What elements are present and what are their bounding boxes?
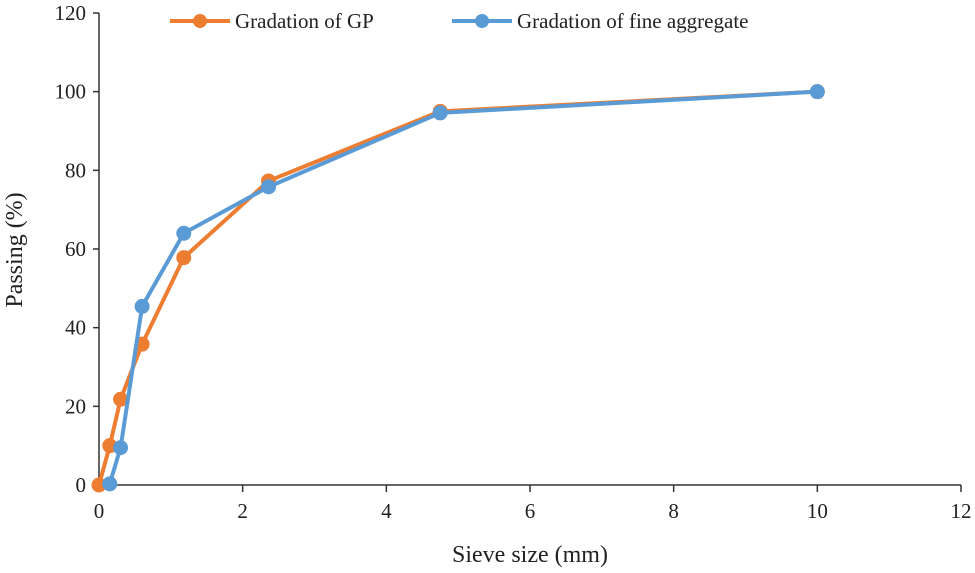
- y-tick-label: 20: [65, 394, 86, 418]
- series-gradation-fine-aggregate: [102, 84, 825, 492]
- data-point: [113, 440, 129, 456]
- series-layer: [91, 84, 825, 493]
- x-tick-label: 0: [94, 499, 105, 523]
- data-point: [176, 250, 192, 266]
- legend-item: Gradation of fine aggregate: [452, 9, 748, 33]
- x-tick-label: 8: [668, 499, 679, 523]
- y-axis: 0 20 40 60 80 100 120: [55, 1, 100, 497]
- x-axis: 0 2 4 6 8 10 12: [94, 484, 972, 523]
- data-point: [102, 476, 118, 492]
- legend-swatch-marker: [475, 14, 489, 28]
- data-point: [432, 105, 448, 121]
- data-point: [176, 225, 192, 241]
- data-point: [809, 84, 825, 100]
- legend: Gradation of GP Gradation of fine aggrega…: [170, 9, 748, 33]
- data-point: [134, 298, 150, 314]
- y-tick-label: 100: [55, 80, 87, 104]
- y-tick-label: 40: [65, 316, 86, 340]
- x-axis-title: Sieve size (mm): [452, 542, 608, 568]
- y-axis-title: Passing (%): [2, 192, 28, 307]
- series-line: [107, 89, 818, 485]
- x-tick-label: 6: [525, 499, 536, 523]
- y-tick-label: 60: [65, 237, 86, 261]
- y-tick-label: 80: [65, 158, 86, 182]
- y-tick-label: 0: [76, 473, 87, 497]
- x-tick-label: 12: [951, 499, 972, 523]
- y-tick-label: 120: [55, 1, 87, 25]
- x-tick-label: 2: [237, 499, 248, 523]
- x-tick-label: 10: [807, 499, 828, 523]
- data-point: [261, 179, 277, 195]
- legend-swatch-marker: [193, 14, 207, 28]
- legend-item: Gradation of GP: [170, 9, 374, 33]
- legend-label: Gradation of fine aggregate: [517, 9, 748, 33]
- series-line: [97, 89, 818, 486]
- legend-label: Gradation of GP: [235, 9, 374, 33]
- x-tick-label: 4: [381, 499, 392, 523]
- series-gradation-gp: [91, 84, 825, 493]
